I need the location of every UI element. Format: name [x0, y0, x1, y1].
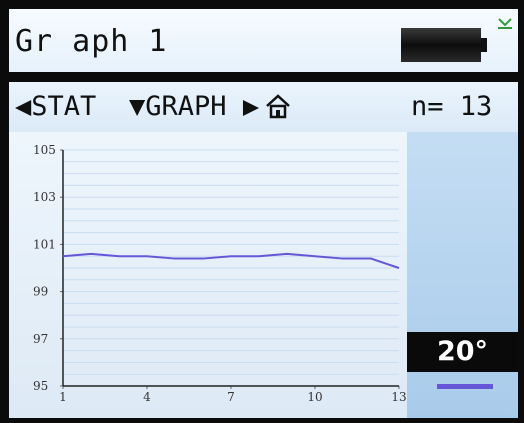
x-tick-label: 13: [391, 390, 406, 404]
divider: [0, 72, 524, 82]
series-line: [62, 252, 400, 269]
y-tick-label: 101: [33, 237, 56, 251]
graph-menu-button[interactable]: ▼GRAPH ▶: [129, 91, 259, 122]
series-swatch: [437, 384, 493, 389]
x-tick-label: 4: [143, 390, 151, 404]
title-bar: Gr aph 1: [9, 9, 518, 72]
battery-terminal: [481, 38, 487, 52]
y-tick-label: 105: [33, 143, 56, 157]
graph-menu-label: ▼GRAPH: [129, 91, 227, 122]
y-tick-label: 103: [33, 190, 56, 204]
y-tick-label: 97: [33, 332, 48, 346]
stat-menu-button[interactable]: ◀STAT: [15, 91, 97, 122]
plot-panel: 95 97 99 101 103 105 1 4 7 10 13: [9, 132, 407, 418]
page-title: Gr aph 1: [15, 24, 168, 59]
y-tick-label: 95: [33, 379, 48, 393]
x-tick-label: 10: [307, 390, 322, 404]
next-arrow-icon: ▶: [242, 91, 260, 122]
side-panel: 20°: [407, 132, 518, 418]
menu-bar: ◀STAT ▼GRAPH ▶ n= 13: [9, 82, 518, 132]
y-tick-label: 99: [33, 285, 48, 299]
temperature-label: 20°: [436, 336, 489, 367]
sample-count: n= 13: [411, 91, 493, 122]
line-chart: 95 97 99 101 103 105 1 4 7 10 13: [33, 143, 407, 404]
home-icon[interactable]: [265, 94, 291, 120]
usb-connected-icon: [498, 18, 512, 29]
battery-icon: [401, 28, 481, 62]
x-tick-label: 7: [227, 390, 235, 404]
x-tick-label: 1: [59, 390, 67, 404]
temperature-badge: 20°: [407, 332, 518, 372]
